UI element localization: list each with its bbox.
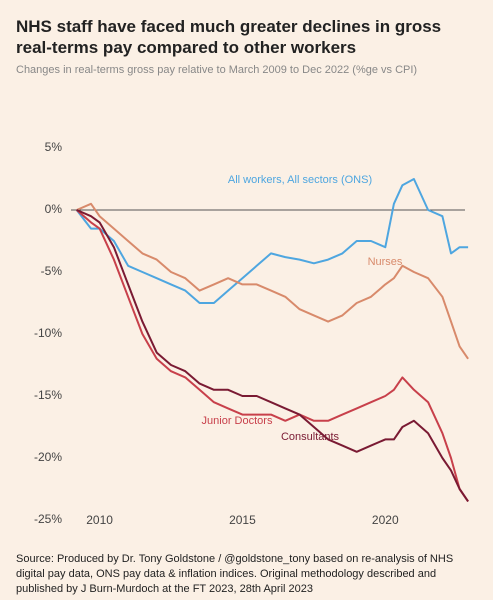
series-label: All workers, All sectors (ONS) — [228, 174, 372, 186]
y-tick-label: -5% — [41, 264, 63, 278]
series-label: Consultants — [281, 431, 340, 443]
x-tick-label: 2010 — [86, 513, 113, 527]
series-line — [75, 178, 469, 304]
series-label: Nurses — [368, 256, 403, 268]
chart-subtitle: Changes in real-terms gross pay relative… — [16, 64, 418, 76]
y-tick-label: -20% — [34, 450, 62, 464]
y-tick-label: -25% — [34, 512, 62, 526]
series-label: Junior Doctors — [202, 415, 273, 427]
series-line — [76, 202, 469, 360]
series-line — [76, 209, 469, 502]
series-line — [76, 209, 469, 502]
y-tick-label: 5% — [45, 140, 63, 154]
y-tick-label: -15% — [34, 388, 62, 402]
chart: 5% 0% -5% -10% -15% -20% -25% 2010 2015 2020 All w… — [34, 140, 469, 527]
source-note: Source: Produced by Dr. Tony Goldstone /… — [16, 553, 454, 595]
y-tick-label: 0% — [45, 202, 63, 216]
x-tick-label: 2020 — [372, 513, 399, 527]
chart-title: NHS staff have faced much greater declin… — [16, 17, 442, 57]
y-tick-label: -10% — [34, 326, 62, 340]
x-tick-label: 2015 — [229, 513, 256, 527]
